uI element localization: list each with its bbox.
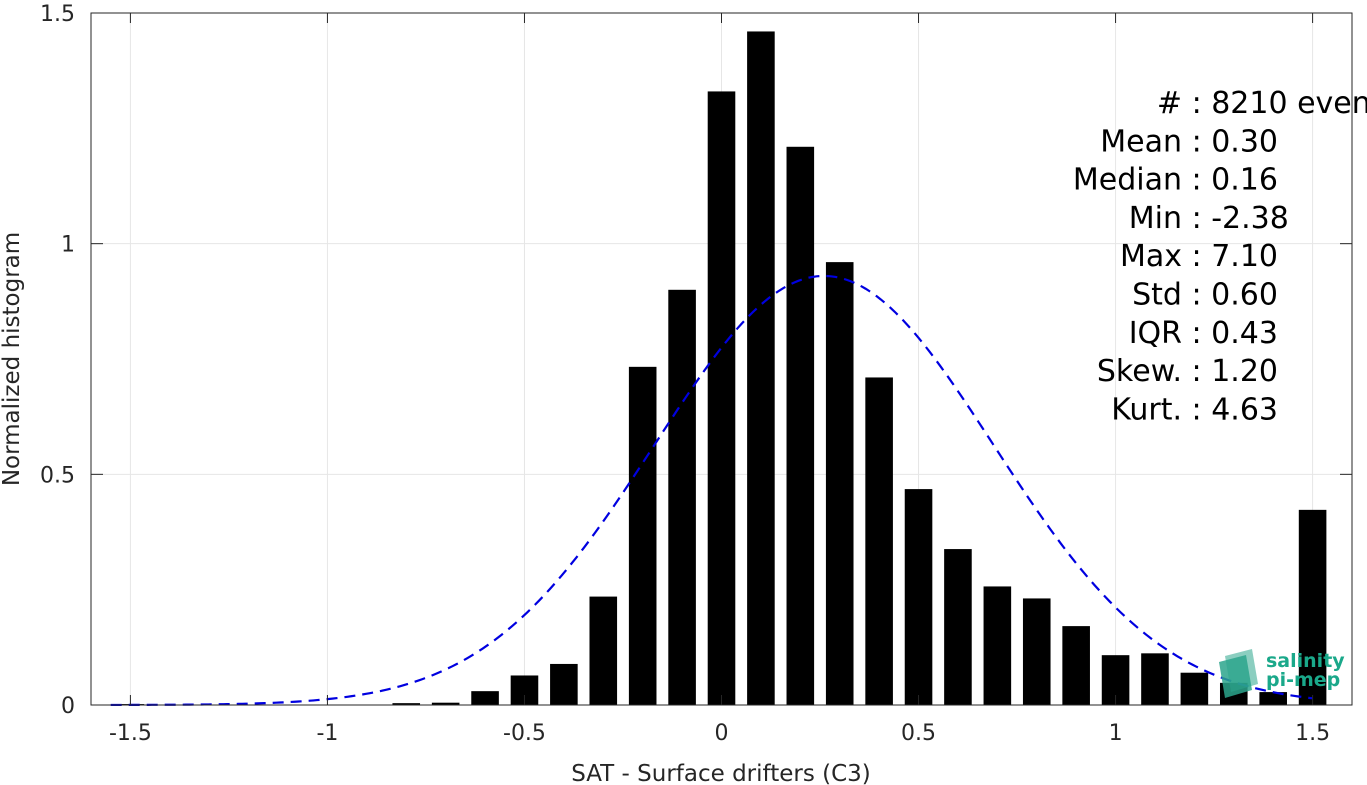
gaussian-fit-curve	[110, 274, 1313, 707]
logo-text-pi-mep: pi-mep	[1266, 669, 1340, 691]
x-tick-label: -1.5	[109, 721, 152, 746]
y-axis-label: Normalized histogram	[0, 232, 25, 486]
x-axis-label: SAT - Surface drifters (C3)	[571, 761, 871, 785]
histogram-bar	[550, 663, 578, 705]
stats-line: IQR : 0.43	[1129, 316, 1278, 351]
histogram-bar	[1259, 692, 1287, 705]
y-tick-label: 0.5	[40, 463, 75, 488]
stats-line: Max : 7.10	[1120, 239, 1278, 274]
y-tick-labels: 0 0.5 1 1.5	[40, 2, 75, 719]
histogram-bar	[1180, 672, 1209, 705]
y-tick-label: 0	[61, 694, 75, 719]
histogram-bar	[589, 596, 618, 705]
ticks	[91, 12, 1352, 706]
histogram-bar	[392, 703, 421, 705]
stats-line: Skew. : 1.20	[1097, 354, 1278, 389]
stats-line: Mean : 0.30	[1100, 124, 1278, 159]
stats-line: Std : 0.60	[1132, 278, 1278, 313]
histogram-bar	[471, 691, 499, 705]
histogram-bar	[944, 549, 972, 705]
x-tick-label: 0	[715, 721, 729, 746]
stats-line: Min : -2.38	[1129, 201, 1289, 236]
histogram-bar	[825, 262, 854, 705]
histogram-bar	[431, 702, 460, 705]
stats-line: # : 8210 events	[1157, 86, 1367, 121]
histogram-bar	[1022, 598, 1051, 705]
histogram-bar	[1298, 509, 1327, 705]
x-tick-label: 1	[1109, 721, 1123, 746]
histogram-bar	[1062, 626, 1090, 705]
histogram-bar	[747, 31, 775, 706]
x-tick-label: 0.5	[901, 721, 936, 746]
salinity-pi-mep-logo: salinity pi-mep	[1219, 649, 1345, 698]
x-tick-label: -0.5	[503, 721, 546, 746]
histogram-bar	[628, 366, 657, 705]
x-tick-label: 1.5	[1295, 721, 1330, 746]
y-tick-label: 1.5	[40, 2, 75, 27]
x-tick-label: -1	[316, 721, 338, 746]
histogram-bar	[668, 289, 696, 705]
histogram-bar	[865, 377, 893, 705]
x-tick-labels: -1.5 -1 -0.5 0 0.5 1 1.5	[109, 721, 1330, 746]
histogram-bar	[1141, 653, 1169, 705]
stats-line: Median : 0.16	[1073, 163, 1278, 198]
histogram-bar	[707, 91, 736, 706]
bars	[116, 31, 1327, 706]
logo-text-salinity: salinity	[1266, 650, 1345, 672]
histogram-bar	[786, 146, 815, 705]
logo-mark-icon	[1219, 649, 1258, 698]
stats-line: Kurt. : 4.63	[1111, 392, 1278, 427]
histogram-bar	[983, 586, 1012, 705]
histogram-bar	[904, 489, 933, 705]
y-tick-label: 1	[61, 233, 75, 258]
